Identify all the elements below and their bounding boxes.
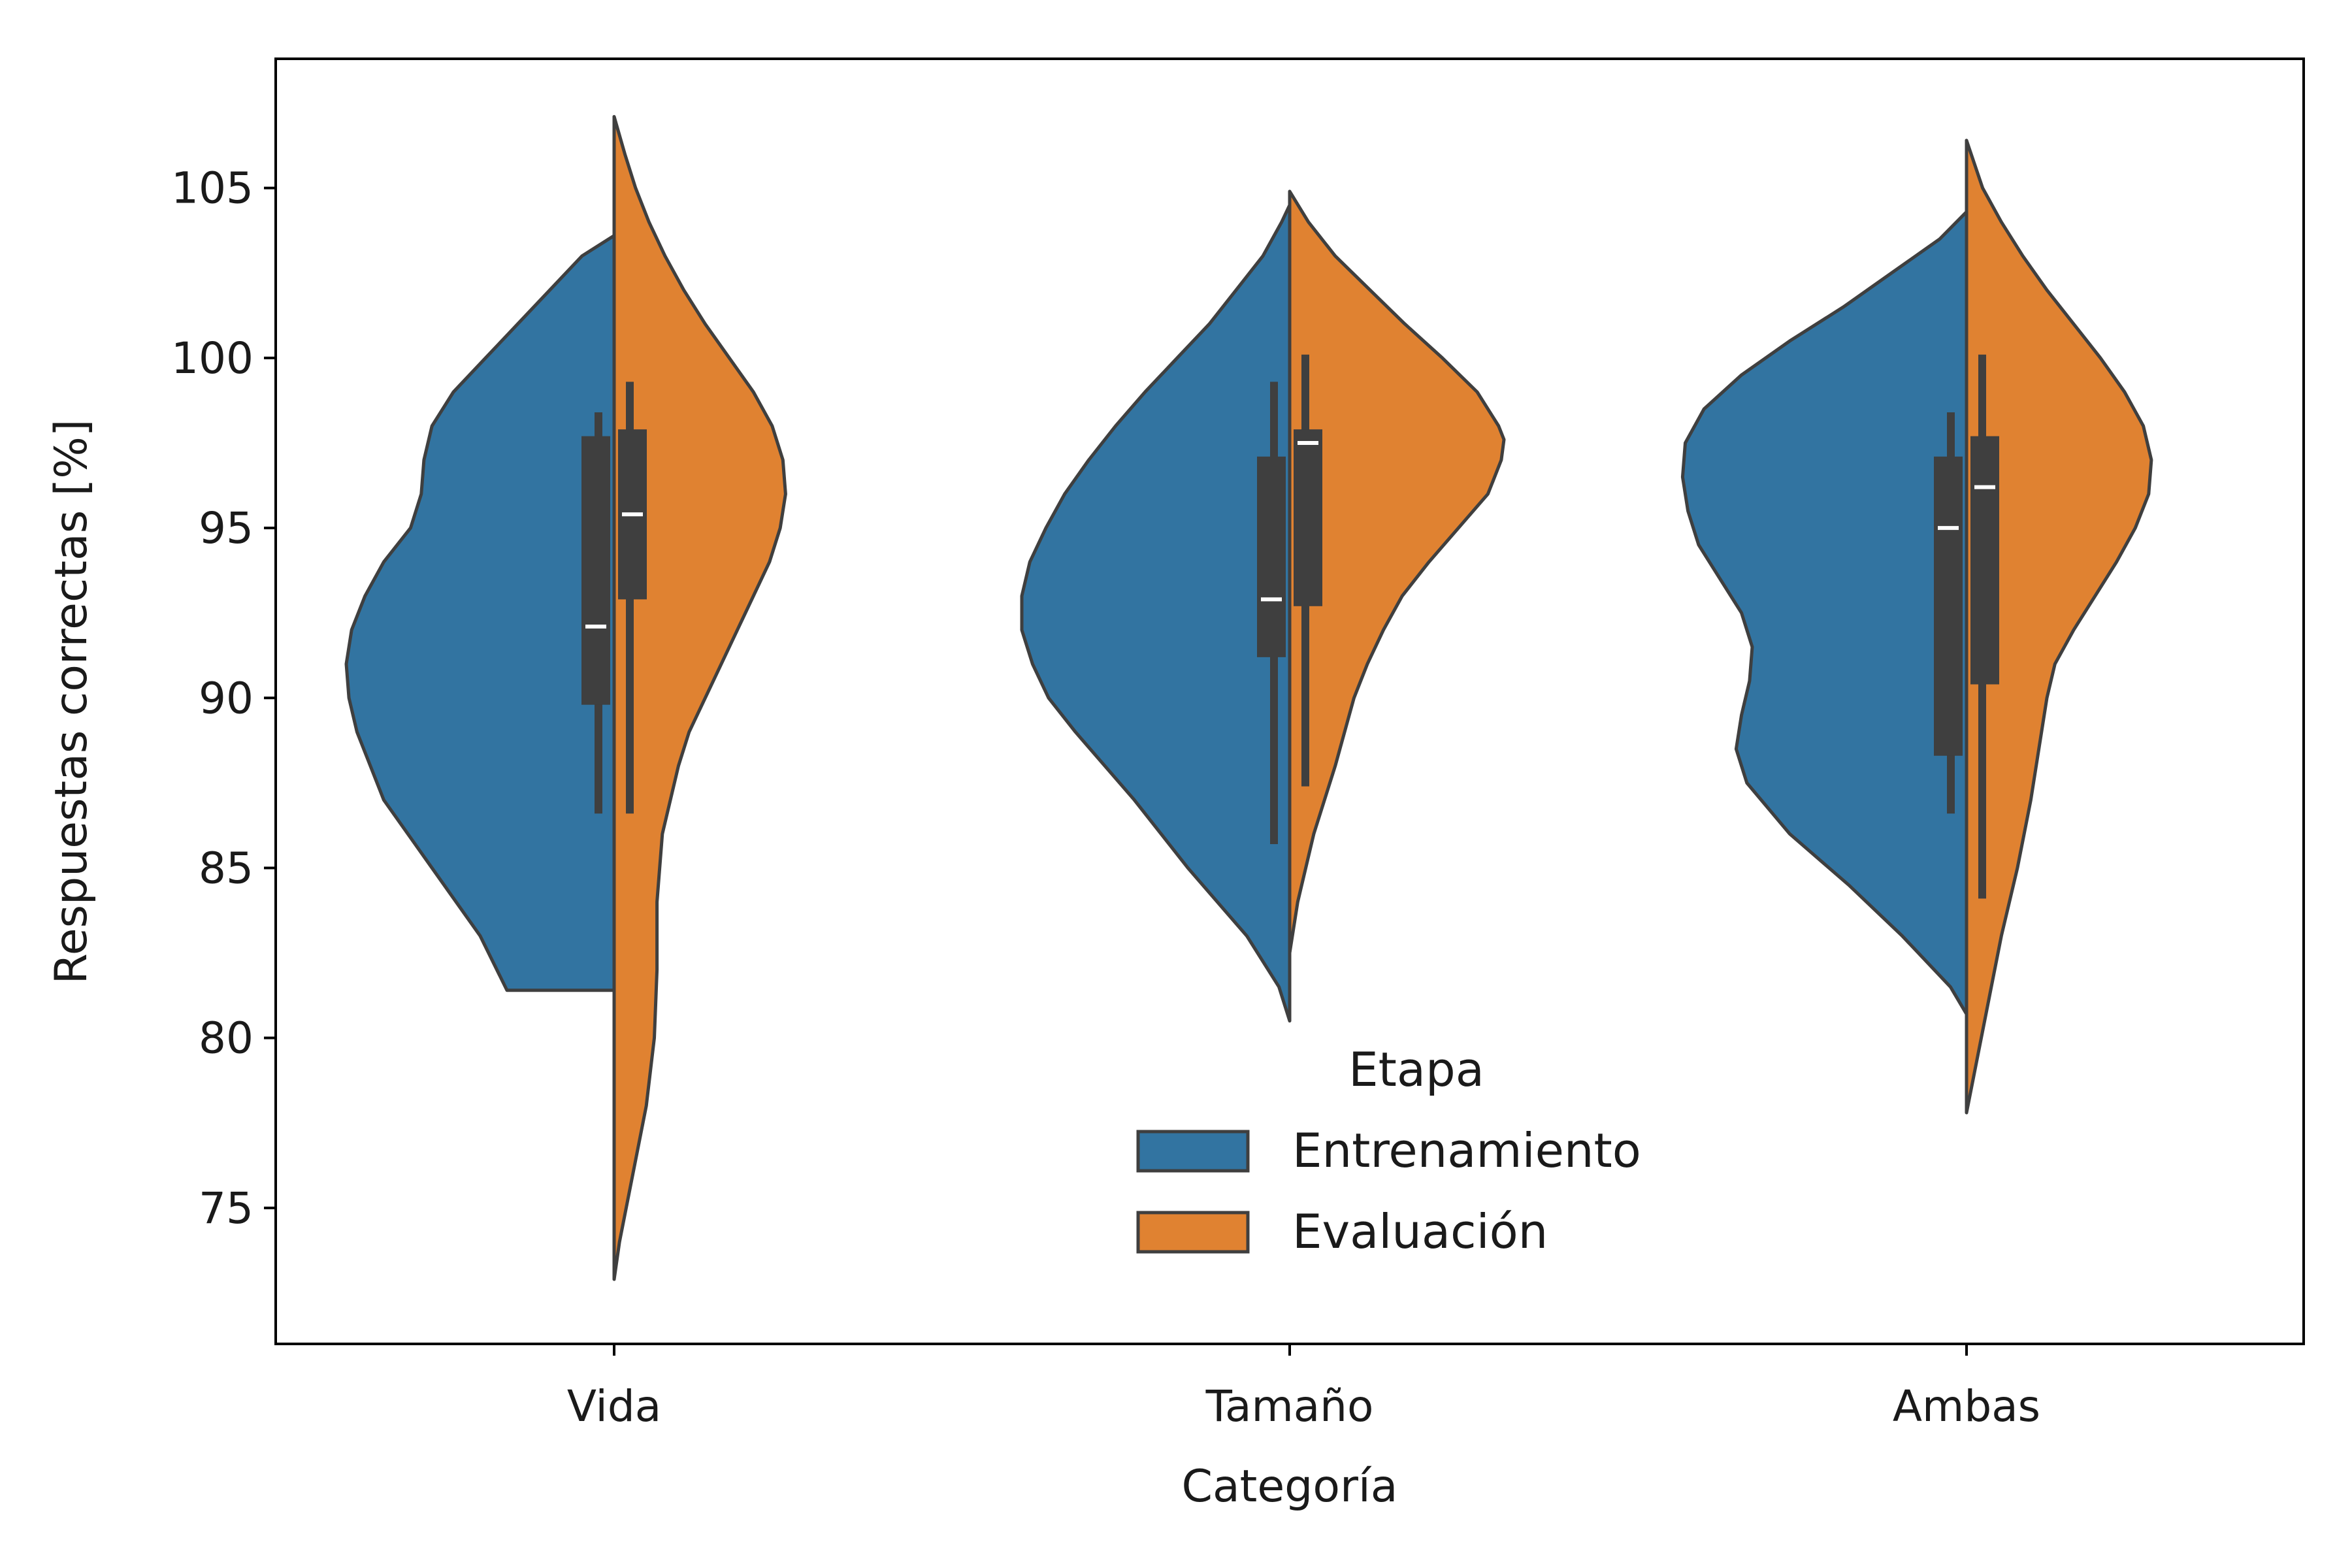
x-axis: Vida Tamaño Ambas [567, 1344, 2040, 1431]
legend-title: Etapa [1348, 1042, 1484, 1097]
violin-evaluación-tamaño [1288, 189, 1506, 955]
violin-entrenamiento-ambas [1680, 210, 1968, 1016]
y-tick-label: 80 [199, 1013, 253, 1064]
legend-swatch-evaluación [1136, 1211, 1250, 1254]
iqr-box [1257, 456, 1286, 657]
violin-entrenamiento-vida [344, 234, 616, 992]
iqr-box [581, 436, 610, 705]
y-tick-label: 95 [199, 503, 253, 553]
y-tick-label: 105 [171, 163, 253, 214]
y-axis: 75 80 85 90 95 100 105 [171, 163, 276, 1233]
y-tick-label: 75 [199, 1183, 253, 1233]
x-tick-label: Ambas [1893, 1381, 2040, 1431]
iqr-box [1934, 456, 1963, 756]
y-axis-label: Respuestas correctas [%] [46, 419, 97, 985]
x-axis-label: Categoría [1182, 1461, 1398, 1512]
violin-evaluación-vida [612, 115, 787, 1281]
violin-evaluación-ambas [1965, 139, 2153, 1115]
x-tick-label: Tamaño [1205, 1381, 1374, 1431]
iqr-box [1294, 429, 1322, 606]
legend-label: Evaluación [1292, 1204, 1548, 1259]
y-tick-label: 90 [199, 673, 253, 723]
y-tick-label: 85 [199, 843, 253, 893]
y-tick-label: 100 [171, 333, 253, 384]
violin-entrenamiento-tamaño [1020, 203, 1292, 1023]
iqr-box [1970, 436, 1999, 685]
inner-boxes-layer [581, 354, 1999, 899]
legend-swatch-entrenamiento [1136, 1130, 1250, 1173]
legend-label: Entrenamiento [1292, 1123, 1641, 1178]
violins-layer [344, 115, 2153, 1281]
legend: Etapa Entrenamiento Evaluación [1136, 1042, 1641, 1259]
x-tick-label: Vida [567, 1381, 661, 1431]
